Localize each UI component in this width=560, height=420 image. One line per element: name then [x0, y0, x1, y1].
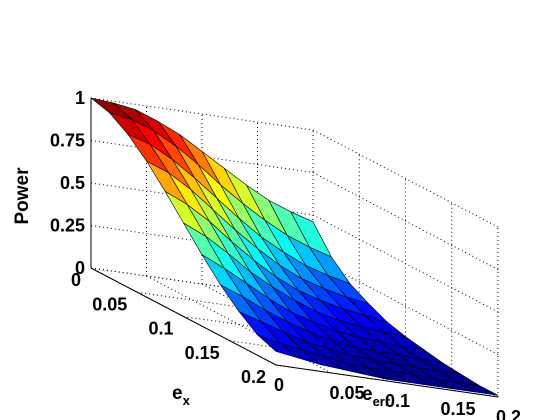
y-tick-label: 0.1 — [148, 319, 173, 339]
x-tick-label: 0.1 — [385, 391, 410, 411]
x-tick-label: 0.05 — [330, 383, 365, 403]
x-axis-label-sub: err — [373, 394, 390, 409]
z-tick-label: 0 — [75, 258, 85, 278]
z-tick-label: 0.5 — [60, 173, 85, 193]
grid-line — [90, 267, 314, 301]
grid-line — [312, 214, 499, 313]
y-tick-label: 0.05 — [92, 294, 127, 314]
y-tick-label: 0.2 — [241, 367, 266, 387]
x-tick-label: 0.15 — [441, 399, 476, 419]
y-axis-label-main: e — [172, 383, 183, 404]
grid-line — [312, 129, 499, 228]
x-axis-label: eerr — [362, 384, 390, 409]
z-axis-label: Power — [12, 167, 33, 225]
z-tick-label: 0.75 — [50, 131, 85, 151]
surface — [90, 97, 499, 396]
y-axis-label-sub: x — [183, 393, 191, 408]
surface-patch — [257, 334, 299, 359]
x-axis-label-main: e — [362, 384, 373, 405]
z-tick-label: 1 — [75, 88, 85, 108]
x-axis-line — [275, 364, 499, 398]
x-tick-label: 0.2 — [496, 407, 521, 420]
grid-line — [312, 172, 499, 270]
y-tick-label: 0.15 — [185, 343, 220, 363]
tick-labels: 0 0.25 0.5 0.75 1 0 0.05 0.1 0.15 0.2 0 0.05 0.1 0.15… — [50, 88, 521, 420]
x-tick-label: 0 — [274, 375, 284, 395]
z-tick-label: 0.25 — [50, 216, 85, 236]
y-axis-line — [90, 267, 277, 366]
grid-line — [90, 97, 314, 131]
y-tick-label: 0 — [71, 270, 81, 290]
y-axis-label: ex — [172, 383, 191, 408]
grid-line — [312, 257, 499, 355]
